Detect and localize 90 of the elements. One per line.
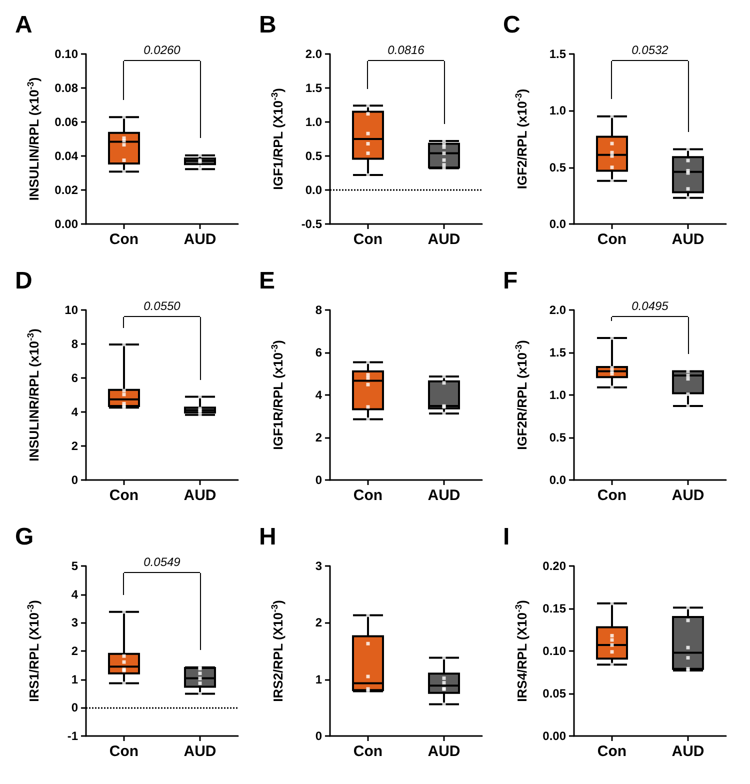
y-tick-label: 6 <box>315 346 322 360</box>
y-tick-label: 3 <box>71 616 78 630</box>
x-tick-label: AUD <box>428 487 460 504</box>
x-tick-label: AUD <box>672 231 704 248</box>
y-tick-label: 0.06 <box>54 115 78 129</box>
y-tick-label: 1 <box>315 672 322 686</box>
x-tick-label: Con <box>597 231 627 248</box>
y-tick-label: 1.0 <box>305 115 322 129</box>
y-tick-label: 1.0 <box>549 388 566 402</box>
y-axis-title: IRS1/RPL (X10-3) <box>26 600 42 702</box>
y-tick-label: 0.10 <box>54 47 78 61</box>
y-tick-label: 0 <box>315 473 322 487</box>
x-tick-label: Con <box>597 487 627 504</box>
y-axis-title: IRS4/RPL (X10-3) <box>514 600 530 702</box>
y-tick-label: 10 <box>64 303 78 317</box>
chart-title: E <box>259 268 276 294</box>
x-tick-label: AUD <box>184 231 216 248</box>
x-tick-label: AUD <box>672 487 704 504</box>
x-tick-label: AUD <box>428 743 460 760</box>
x-tick-label: AUD <box>672 743 704 760</box>
chart-title: B <box>259 12 276 38</box>
annotation: 0.0495 <box>632 299 669 313</box>
x-tick-label: Con <box>353 743 383 760</box>
x-tick-label: AUD <box>184 743 216 760</box>
y-tick-label: 1.5 <box>549 47 566 61</box>
y-tick-label: 0.02 <box>54 183 78 197</box>
y-axis-title: IGF1R/RPL (x10-3) <box>270 340 286 450</box>
y-tick-label: 0 <box>315 729 322 743</box>
chart-title: D <box>15 268 32 294</box>
y-tick-label: 6 <box>71 371 78 385</box>
y-tick-label: 2 <box>71 644 78 658</box>
annotation: 0.0532 <box>632 43 669 57</box>
y-tick-label: 4 <box>315 388 322 402</box>
y-tick-label: 0.00 <box>542 729 566 743</box>
y-tick-label: 1.5 <box>305 81 322 95</box>
y-tick-label: 0.0 <box>305 183 322 197</box>
y-tick-label: 4 <box>71 405 78 419</box>
annotation: 0.0260 <box>144 43 181 57</box>
x-tick-label: Con <box>597 743 627 760</box>
y-tick-label: 0.04 <box>54 149 78 163</box>
x-tick-label: Con <box>109 231 139 248</box>
y-tick-label: 0.00 <box>54 217 78 231</box>
y-tick-label: 0.0 <box>549 217 566 231</box>
y-axis-title: IGF1/RPL (X10-3) <box>270 88 286 190</box>
y-tick-label: 5 <box>71 559 78 573</box>
y-axis-title: INSULINR/RPL (x10-3) <box>26 328 42 462</box>
y-tick-label: 0.20 <box>542 559 566 573</box>
y-tick-label: 0.15 <box>542 602 566 616</box>
y-tick-label: 8 <box>71 337 78 351</box>
y-tick-label: 0.5 <box>549 160 566 174</box>
y-tick-label: 0 <box>71 473 78 487</box>
y-tick-label: 0 <box>71 700 78 715</box>
x-tick-label: Con <box>353 231 383 248</box>
y-tick-label: 0.10 <box>542 644 566 658</box>
x-tick-label: AUD <box>184 487 216 504</box>
y-tick-label: 1.0 <box>549 104 566 118</box>
x-tick-label: Con <box>353 487 383 504</box>
y-axis-title: IGF2R/RPL (x10-3) <box>514 340 530 450</box>
y-tick-label: -1 <box>67 729 78 743</box>
y-tick-label: 0.5 <box>549 430 566 444</box>
y-tick-label: 0.05 <box>542 686 566 700</box>
chart-title: G <box>15 524 34 550</box>
y-tick-label: 8 <box>315 303 322 317</box>
y-tick-label: 1 <box>71 672 78 686</box>
y-tick-label: 2.0 <box>305 47 322 61</box>
y-tick-label: 2.0 <box>549 303 566 317</box>
y-tick-label: 2 <box>71 439 78 453</box>
annotation: 0.0816 <box>388 43 425 57</box>
y-axis-title: INSULIN/RPL (x10-3) <box>26 77 42 201</box>
y-tick-label: 0.0 <box>549 473 566 487</box>
x-tick-label: AUD <box>428 231 460 248</box>
chart-title: A <box>15 12 32 38</box>
y-tick-label: 2 <box>315 430 322 444</box>
chart-title: I <box>503 524 510 550</box>
x-tick-label: Con <box>109 743 139 760</box>
annotation: 0.0550 <box>144 299 181 313</box>
y-tick-label: 1.5 <box>549 346 566 360</box>
y-axis-title: IRS2/RPL (X10-3) <box>270 600 286 702</box>
y-tick-label: 2 <box>315 616 322 630</box>
chart-title: F <box>503 268 518 294</box>
y-tick-label: -0.5 <box>301 217 322 231</box>
annotation: 0.0549 <box>144 555 181 569</box>
chart-title: H <box>259 524 276 550</box>
y-tick-label: 3 <box>315 559 322 573</box>
chart-title: C <box>503 12 520 38</box>
y-tick-label: 0.5 <box>305 149 322 163</box>
y-axis-title: IGF2/RPL (x10-3) <box>514 88 530 190</box>
y-tick-label: 4 <box>71 587 78 602</box>
x-tick-label: Con <box>109 487 139 504</box>
y-tick-label: 0.08 <box>54 81 78 95</box>
